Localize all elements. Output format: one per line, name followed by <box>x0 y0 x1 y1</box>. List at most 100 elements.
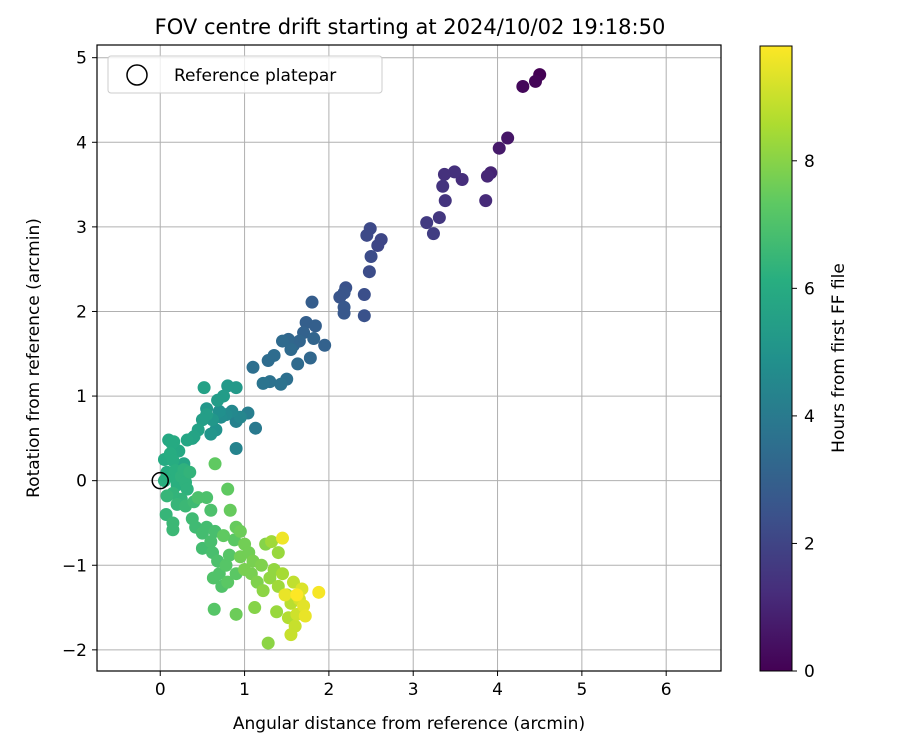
y-tick-label: −2 <box>62 641 87 661</box>
legend-box <box>107 55 383 94</box>
data-point <box>276 531 290 545</box>
data-point <box>221 379 235 393</box>
colorbar-label: Hours from first FF file <box>829 263 849 453</box>
grid-lines <box>97 45 721 671</box>
colorbar: 0 2 4 6 8 Hours from first FF file <box>759 45 849 682</box>
legend-entry-reference: Reference platepar <box>174 66 336 86</box>
y-tick-label: −1 <box>62 556 87 576</box>
data-point <box>256 584 270 598</box>
data-point <box>183 465 197 479</box>
data-point <box>492 141 506 155</box>
colorbar-gradient <box>759 45 793 672</box>
data-point <box>432 211 446 225</box>
data-point <box>426 227 440 241</box>
data-point <box>256 376 270 390</box>
y-tick-label: 0 <box>76 472 87 492</box>
data-point <box>191 491 205 505</box>
data-point <box>216 529 230 543</box>
data-point <box>166 453 180 467</box>
data-point <box>229 442 243 456</box>
x-tick-label: 4 <box>492 680 503 700</box>
data-point <box>166 523 180 537</box>
x-tick-label: 3 <box>408 680 419 700</box>
data-point <box>291 357 305 371</box>
data-point <box>357 288 371 302</box>
data-point <box>284 343 298 357</box>
data-point <box>307 332 321 346</box>
x-tick-label: 5 <box>576 680 587 700</box>
y-tick-label: 5 <box>76 49 87 69</box>
data-point <box>357 309 371 323</box>
data-point <box>208 457 222 471</box>
data-points <box>157 68 547 650</box>
data-point <box>362 265 376 279</box>
data-point <box>249 421 263 435</box>
data-point <box>204 535 218 549</box>
chart-title: FOV centre drift starting at 2024/10/02 … <box>155 15 666 39</box>
data-point <box>265 535 279 549</box>
data-point <box>360 228 374 242</box>
data-point <box>276 567 290 581</box>
data-point <box>274 377 288 391</box>
data-point <box>290 588 304 602</box>
y-tick-label: 1 <box>76 387 87 407</box>
data-point <box>229 607 243 621</box>
data-point <box>298 609 312 623</box>
data-point <box>364 249 378 263</box>
legend: Reference platepar <box>107 55 383 94</box>
data-point <box>318 338 332 352</box>
data-point <box>371 238 385 252</box>
data-point <box>248 601 262 615</box>
data-point <box>276 334 290 348</box>
data-point <box>211 393 225 407</box>
x-tick-label: 0 <box>155 680 166 700</box>
data-point <box>222 548 236 562</box>
data-point <box>223 503 237 517</box>
data-point <box>180 482 194 496</box>
y-axis-ticks: −2 −1 0 1 2 3 4 5 <box>62 49 97 661</box>
colorbar-tick-label: 0 <box>804 662 815 682</box>
data-point <box>308 319 322 333</box>
colorbar-tick-label: 6 <box>804 279 815 299</box>
data-point <box>480 169 494 183</box>
data-point <box>219 558 233 572</box>
x-tick-label: 6 <box>661 680 672 700</box>
data-point <box>337 306 351 320</box>
data-point <box>204 503 218 517</box>
colorbar-tick-label: 2 <box>804 534 815 554</box>
data-point <box>305 295 319 309</box>
data-point <box>261 354 275 368</box>
data-point <box>270 605 284 619</box>
data-point <box>221 482 235 496</box>
data-point <box>160 489 174 503</box>
y-tick-label: 2 <box>76 302 87 322</box>
data-point <box>437 167 451 181</box>
data-point <box>261 636 275 650</box>
data-point <box>528 74 542 88</box>
colorbar-ticks: 0 2 4 6 8 <box>792 152 815 682</box>
data-point <box>312 585 326 599</box>
colorbar-tick-label: 4 <box>804 407 815 427</box>
x-axis-ticks: 0 1 2 3 4 5 6 <box>155 671 672 700</box>
data-point <box>333 290 347 304</box>
data-point <box>197 381 211 395</box>
data-point <box>221 575 235 589</box>
legend-marker-icon <box>126 64 148 86</box>
data-point <box>278 588 292 602</box>
data-point <box>195 413 209 427</box>
y-tick-label: 3 <box>76 218 87 238</box>
data-point <box>254 558 268 572</box>
data-point <box>420 216 434 230</box>
data-point <box>233 524 247 538</box>
data-point <box>246 360 260 374</box>
colorbar-tick-label: 8 <box>804 152 815 172</box>
data-point <box>284 628 298 642</box>
data-point <box>501 131 515 145</box>
data-point <box>204 427 218 441</box>
y-tick-label: 4 <box>76 133 87 153</box>
x-tick-label: 2 <box>323 680 334 700</box>
x-tick-label: 1 <box>239 680 250 700</box>
data-point <box>180 433 194 447</box>
y-axis-label: Rotation from reference (arcmin) <box>24 218 44 498</box>
